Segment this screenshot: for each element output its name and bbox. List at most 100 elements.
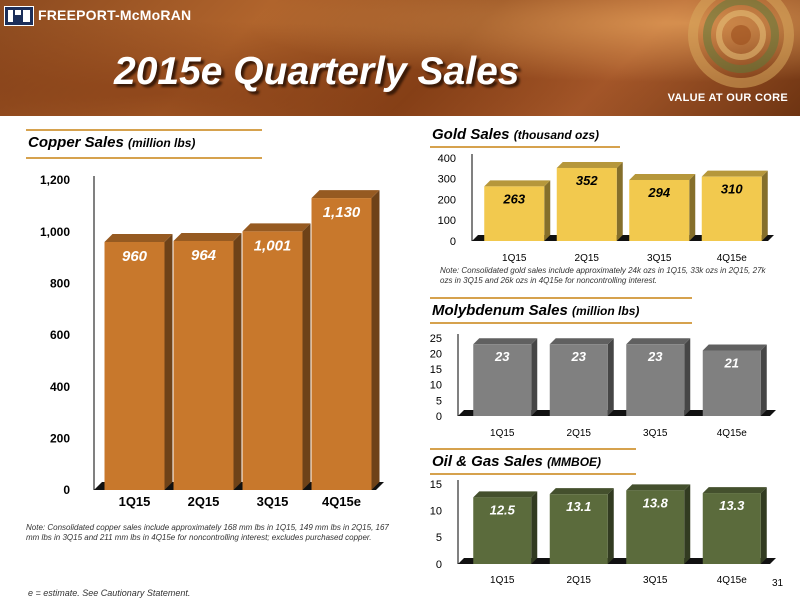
gold-bar-top [556,161,623,168]
oilgas-chart-floor [458,558,776,564]
copper-bar-side [233,232,242,490]
copper-ytick-label: 800 [50,277,70,291]
moly-chart-floor [458,410,776,416]
company-logo-text: FREEPORT-McMoRAN [38,7,192,23]
footnote: e = estimate. See Cautionary Statement. [28,588,191,598]
copper-bar-side [371,190,380,491]
copper-title-underline [26,157,262,159]
oilgas-category-label: 2Q15 [567,575,592,586]
gold-category-label: 2Q15 [575,253,600,264]
copper-ytick-label: 1,000 [40,225,70,239]
gold-data-label: 310 [721,182,743,197]
gold-data-label: 263 [502,191,525,206]
gold-bar [556,161,623,241]
moly-bar-side [760,344,767,416]
gold-ytick-label: 0 [450,236,456,248]
oilgas-bar-front [702,493,761,564]
moly-bar-top [626,338,691,345]
gold-ytick-label: 400 [438,153,456,165]
moly-bar-side [607,338,614,416]
copper-category-label: 2Q15 [188,494,220,509]
oilgas-bar-top [702,487,767,494]
moly-bar-top [473,338,538,345]
copper-bar-top [173,232,242,241]
gold-unit-text: (thousand ozs) [513,128,600,142]
gold-bar-top [629,173,696,180]
oilgas-bar-top [473,491,538,498]
oilgas-data-label: 13.1 [566,499,591,514]
oilgas-bar-side [760,487,767,564]
copper-bar-front [242,231,303,490]
moly-bar-top [702,344,767,351]
moly-bar [549,338,614,416]
oilgas-ytick-label: 10 [430,506,442,518]
moly-data-label: 23 [494,349,510,364]
oilgas-chart: 0 5 10 15 12.5 1Q15 13.1 2Q15 13.8 3Q15 13.3 4Q15e [430,479,776,586]
moly-bar [702,344,767,416]
gold-data-label: 294 [647,185,670,200]
moly-data-label: 23 [571,349,587,364]
copper-bar-top [311,190,380,199]
copper-bar [173,232,242,490]
moly-bar-front [473,344,532,416]
gold-bar-front [484,186,545,241]
gold-note: Note: Consolidated gold sales include ap… [440,266,766,285]
gold-category-label: 3Q15 [647,253,672,264]
oilgas-unit-text: (MMBOE) [547,455,602,469]
moly-title-overline [430,297,692,299]
emblem-icon [688,0,794,88]
copper-title-text: Copper Sales [28,134,124,151]
page-number: 31 [772,578,784,589]
copper-bar-front [173,240,234,490]
gold-ytick-label: 200 [438,194,456,206]
oilgas-bar [473,491,538,564]
copper-data-label: 960 [122,248,148,265]
copper-ytick-label: 1,200 [40,173,70,187]
moly-title-text: Molybdenum Sales [432,302,568,319]
copper-chart-title: Copper Sales (million lbs) [28,134,195,151]
oilgas-chart-title: Oil & Gas Sales (MMBOE) [432,453,601,470]
oilgas-ytick-label: 5 [436,532,442,544]
gold-bar [629,173,696,241]
moly-bar-front [626,344,685,416]
copper-bar-front [311,198,372,491]
oilgas-ytick-label: 15 [430,479,442,491]
oilgas-bar-front [549,494,608,564]
moly-data-label: 23 [647,349,663,364]
oilgas-bar-side [531,491,538,564]
oilgas-bar [549,488,614,564]
moly-chart: 0 5 10 15 20 25 23 1Q15 23 2Q15 23 3Q15 21 4Q15e [430,333,776,439]
oilgas-bar-side [684,484,691,564]
copper-ytick-label: 200 [50,432,70,446]
copper-bar-side [302,223,311,490]
gold-bar-front [556,167,617,241]
copper-ytick-label: 600 [50,328,70,342]
gold-ytick-label: 100 [438,215,456,227]
moly-category-label: 1Q15 [490,428,515,439]
moly-chart-title: Molybdenum Sales (million lbs) [432,302,639,319]
gold-bar-side [689,173,696,241]
moly-bar-side [531,338,538,416]
oilgas-bar [626,484,691,564]
copper-bar-front [104,242,165,490]
copper-bar [242,223,311,490]
moly-unit-text: (million lbs) [572,304,640,318]
copper-category-label: 4Q15e [322,494,361,509]
copper-bar [311,190,380,491]
gold-bar-front [629,179,690,241]
copper-bar-side [164,234,173,490]
oilgas-bar-front [626,490,685,564]
gold-chart-title: Gold Sales (thousand ozs) [432,126,599,143]
gold-bar-side [761,170,768,241]
moly-ytick-label: 20 [430,348,442,360]
copper-bar [104,234,173,490]
gold-bar-side [616,161,623,241]
oilgas-category-label: 1Q15 [490,575,515,586]
tagline: VALUE AT OUR CORE [667,92,788,104]
oilgas-category-label: 3Q15 [643,575,668,586]
header-banner: FREEPORT-McMoRAN 2015e Quarterly Sales V… [0,0,800,116]
copper-data-label: 1,130 [323,204,361,221]
moly-bar-front [549,344,608,416]
copper-category-label: 3Q15 [257,494,289,509]
gold-bar [484,180,551,241]
